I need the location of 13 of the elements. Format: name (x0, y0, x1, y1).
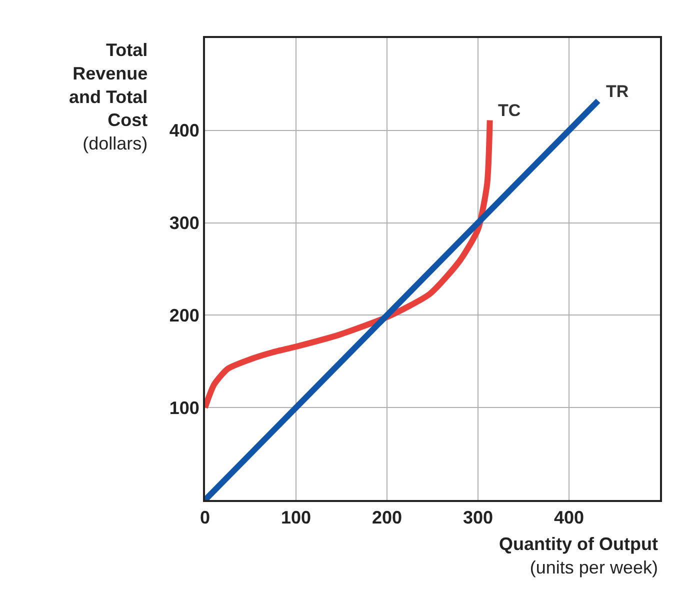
x-tick-label: 200 (372, 508, 402, 528)
series-label: TR (606, 82, 629, 101)
x-tick-label: 300 (462, 508, 494, 528)
series-label: TC (498, 101, 521, 120)
x-axis-title: Quantity of Output (units per week) (499, 534, 658, 578)
x-tick-label: 0 (200, 508, 210, 528)
y-tick-label: 400 (169, 120, 200, 141)
y-axis-title: Total Revenue and Total Cost (dollars) (69, 40, 148, 154)
x-tick-label: 100 (280, 508, 312, 528)
y-tick-label: 300 (169, 213, 200, 234)
x-tick-label: 400 (554, 508, 584, 528)
y-tick-label: 200 (169, 306, 200, 326)
y-tick-label: 100 (169, 398, 200, 418)
